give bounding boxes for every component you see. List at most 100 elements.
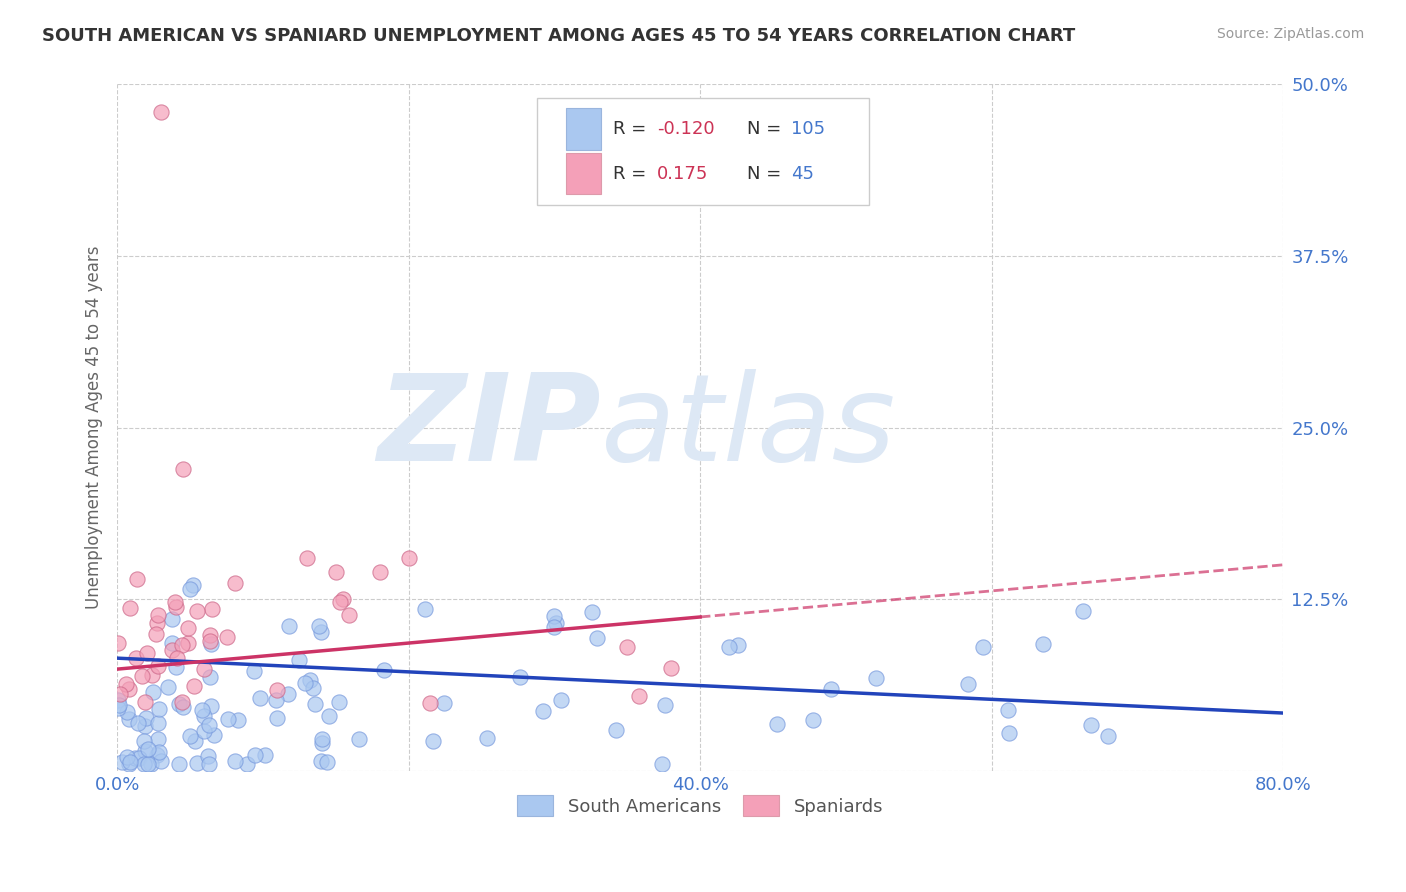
Point bbox=[166, 651, 188, 665]
Point bbox=[139, 756, 162, 771]
Point bbox=[146, 616, 169, 631]
Text: atlas: atlas bbox=[600, 369, 897, 486]
Point bbox=[125, 573, 148, 587]
Legend: South Americans, Spaniards: South Americans, Spaniards bbox=[510, 789, 890, 823]
Point bbox=[146, 747, 169, 762]
Point bbox=[120, 755, 142, 769]
Point bbox=[108, 698, 131, 712]
Point bbox=[508, 670, 530, 684]
Point bbox=[288, 653, 311, 667]
Text: SOUTH AMERICAN VS SPANIARD UNEMPLOYMENT AMONG AGES 45 TO 54 YEARS CORRELATION CH: SOUTH AMERICAN VS SPANIARD UNEMPLOYMENT … bbox=[42, 27, 1076, 45]
Point bbox=[277, 619, 299, 633]
Point bbox=[415, 602, 437, 616]
Text: N =: N = bbox=[747, 120, 787, 138]
Point bbox=[193, 662, 215, 676]
Point bbox=[433, 696, 456, 710]
Point bbox=[217, 630, 239, 644]
Point bbox=[249, 690, 271, 705]
Point bbox=[170, 695, 193, 709]
Point bbox=[318, 709, 340, 723]
Point bbox=[132, 756, 155, 771]
Point bbox=[422, 734, 444, 748]
Point bbox=[311, 732, 333, 747]
Point bbox=[107, 693, 129, 707]
Point bbox=[202, 728, 225, 742]
Point bbox=[148, 732, 170, 747]
Point bbox=[118, 756, 141, 771]
Point bbox=[172, 700, 194, 714]
Point bbox=[654, 698, 676, 713]
Point bbox=[107, 701, 129, 715]
Point bbox=[148, 702, 170, 716]
Point bbox=[543, 609, 565, 624]
Point bbox=[172, 461, 194, 475]
Point bbox=[302, 681, 325, 696]
Text: N =: N = bbox=[747, 165, 787, 183]
Point bbox=[136, 742, 159, 756]
Point bbox=[141, 668, 163, 682]
Point bbox=[193, 709, 215, 723]
Point bbox=[118, 712, 141, 726]
Point bbox=[184, 734, 207, 748]
Point bbox=[659, 661, 682, 675]
Point bbox=[167, 756, 190, 771]
Point bbox=[127, 715, 149, 730]
Point bbox=[183, 679, 205, 693]
Point bbox=[131, 669, 153, 683]
Point bbox=[325, 565, 347, 579]
Point bbox=[177, 621, 200, 635]
Point bbox=[149, 754, 172, 768]
Point bbox=[531, 704, 554, 718]
Point bbox=[765, 717, 787, 731]
Point bbox=[801, 714, 824, 728]
Point bbox=[253, 748, 276, 763]
Point bbox=[998, 726, 1021, 740]
Point bbox=[997, 703, 1019, 717]
Point bbox=[114, 677, 136, 691]
Point bbox=[550, 692, 572, 706]
Point bbox=[134, 744, 156, 758]
Point bbox=[475, 731, 498, 745]
Point bbox=[308, 619, 330, 633]
Point bbox=[132, 734, 155, 748]
Point bbox=[368, 565, 391, 579]
Point bbox=[309, 755, 332, 769]
Point bbox=[217, 712, 239, 726]
Point bbox=[146, 608, 169, 623]
Point bbox=[266, 682, 288, 697]
Point bbox=[118, 601, 141, 615]
Point bbox=[628, 689, 651, 703]
Point bbox=[586, 632, 609, 646]
Point bbox=[157, 680, 180, 694]
Point bbox=[419, 696, 441, 710]
Point bbox=[134, 695, 156, 709]
Point bbox=[243, 665, 266, 679]
Point bbox=[277, 687, 299, 701]
Point bbox=[200, 628, 222, 642]
Point bbox=[581, 605, 603, 619]
Y-axis label: Unemployment Among Ages 45 to 54 years: Unemployment Among Ages 45 to 54 years bbox=[86, 246, 103, 609]
Point bbox=[226, 713, 249, 727]
Point bbox=[294, 676, 316, 690]
Point bbox=[398, 551, 420, 566]
Point bbox=[138, 756, 160, 771]
Point bbox=[236, 756, 259, 771]
Point bbox=[146, 715, 169, 730]
Point bbox=[224, 575, 246, 590]
Point bbox=[165, 599, 187, 614]
Point bbox=[142, 685, 165, 699]
Point bbox=[115, 705, 138, 719]
Point bbox=[820, 682, 842, 697]
Point bbox=[198, 717, 221, 731]
Point bbox=[135, 711, 157, 725]
Text: R =: R = bbox=[613, 165, 652, 183]
Point bbox=[181, 578, 204, 592]
Point bbox=[651, 756, 673, 771]
Point bbox=[186, 604, 208, 618]
Point bbox=[111, 755, 134, 769]
Point bbox=[544, 616, 567, 631]
Point bbox=[149, 104, 172, 119]
Text: ZIP: ZIP bbox=[377, 369, 600, 486]
Point bbox=[972, 640, 994, 655]
Text: 45: 45 bbox=[792, 165, 814, 183]
